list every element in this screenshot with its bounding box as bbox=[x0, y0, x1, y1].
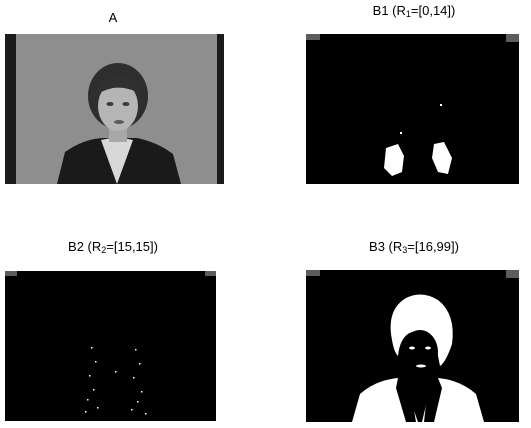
portrait-illustration bbox=[5, 34, 224, 184]
panel-b2-title: B2 (R2=[15,15]) bbox=[68, 239, 158, 255]
panel-a-image bbox=[5, 34, 224, 184]
panel-b3-image bbox=[306, 270, 519, 422]
mask-b2 bbox=[5, 271, 216, 421]
mask-b3 bbox=[306, 270, 519, 422]
panel-b1-image bbox=[306, 34, 519, 184]
panel-b3-title: B3 (R3=[16,99]) bbox=[369, 239, 459, 255]
panel-b2-image bbox=[5, 271, 216, 421]
panel-b1-title: B1 (R1=[0,14]) bbox=[372, 3, 456, 19]
mask-b1 bbox=[306, 34, 519, 184]
panel-a-title: A bbox=[108, 10, 118, 25]
